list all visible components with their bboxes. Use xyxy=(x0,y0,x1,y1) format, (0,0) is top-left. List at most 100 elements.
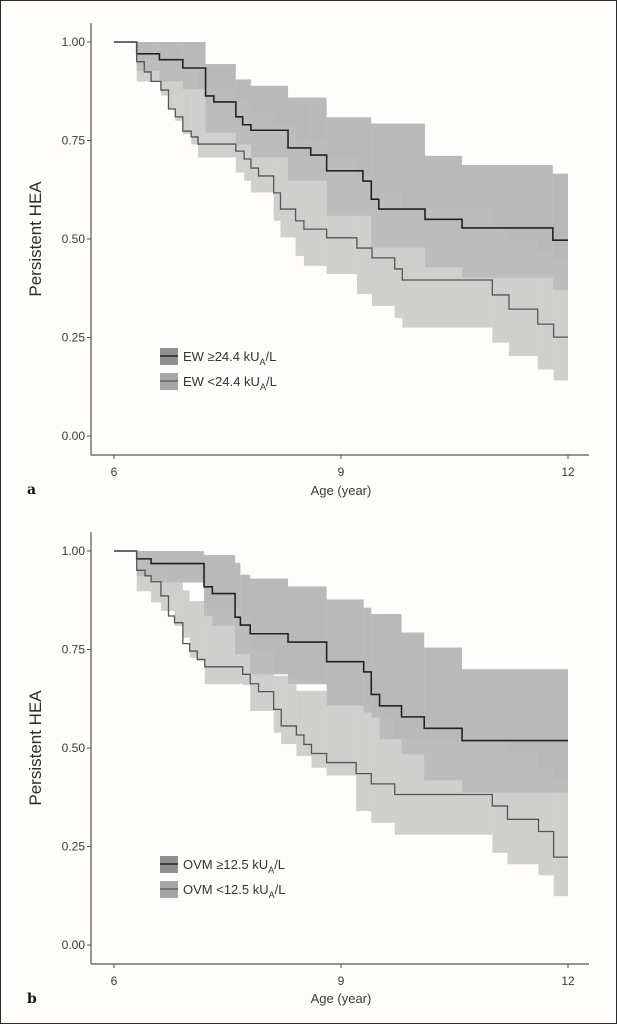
legend-item: EW <24.4 kUA/L xyxy=(160,373,277,392)
ci-band-segment xyxy=(553,779,568,897)
legend-label: OVM ≥12.5 kUA/L xyxy=(183,857,285,875)
ci-band-segment xyxy=(136,558,146,592)
legend-label-suffix: /L xyxy=(274,857,285,872)
legend-label-suffix: /L xyxy=(275,882,286,897)
legend: OVM ≥12.5 kUA/L OVM <12.5 kUA/L xyxy=(160,856,285,900)
ci-band-segment xyxy=(136,53,145,82)
legend: EW ≥24.4 kUA/LEW <24.4 kUA/L xyxy=(160,348,277,392)
ci-band-segment xyxy=(356,175,373,295)
ci-band-segment xyxy=(371,123,379,248)
ci-band-segment xyxy=(191,69,198,145)
panel-b: 0.00 0.25 0.50 0.75 1.00 6 9 12 Age (year) Persis… xyxy=(26,532,589,1007)
ci-band-segment xyxy=(144,53,152,82)
ci-band-segment xyxy=(145,558,152,592)
ci-band-segment xyxy=(288,586,327,685)
legend-label: OVM <12.5 kUA/L xyxy=(183,882,285,900)
ci-band-segment xyxy=(273,675,282,733)
ci-band-segment xyxy=(311,690,327,768)
ci-band-segment xyxy=(492,227,509,343)
ci-band-segment xyxy=(168,61,176,109)
y-tick-label: 0.50 xyxy=(62,232,86,246)
ci-band-segment xyxy=(174,580,183,626)
ci-band-segment xyxy=(235,101,245,173)
ci-band-segment xyxy=(281,675,297,745)
survival-curve-low xyxy=(114,550,568,858)
y-tick-label: 0.75 xyxy=(62,643,86,657)
ci-band-segment xyxy=(326,156,357,275)
ci-band-segment xyxy=(538,767,554,876)
y-tick-label: 0.00 xyxy=(62,429,86,443)
ci-band-segment xyxy=(326,705,357,776)
x-tick-label: 12 xyxy=(561,974,575,988)
x-axis-title: Age (year) xyxy=(311,483,372,498)
x-tick-label: 6 xyxy=(111,465,118,479)
legend-label-suffix: /L xyxy=(266,374,277,389)
ci-band-segment xyxy=(168,580,175,611)
ci-band-segment xyxy=(394,191,403,318)
legend-label-main: OVM <12.5 kU xyxy=(183,882,269,897)
legend-label: EW <24.4 kUA/L xyxy=(183,374,277,392)
ci-band-segment xyxy=(242,617,251,685)
ci-band-segment xyxy=(175,61,183,121)
x-tick-label: 9 xyxy=(338,465,345,479)
survival-curve-high xyxy=(114,550,568,742)
ci-band-segment xyxy=(151,53,161,82)
ci-band-segment xyxy=(160,61,169,96)
ci-band-segment xyxy=(295,140,304,256)
legend-label-suffix: /L xyxy=(266,349,277,364)
ci-band-segment xyxy=(197,601,205,662)
y-tick-label: 0.25 xyxy=(62,331,86,345)
y-axis-title: Persistent HEA xyxy=(26,690,45,806)
ci-band-segment xyxy=(240,574,251,655)
ci-band-segment xyxy=(258,649,274,711)
panel-letter: a xyxy=(27,482,36,498)
legend-label-main: EW ≥24.4 kU xyxy=(183,349,260,364)
ci-band-segment xyxy=(356,705,372,812)
y-tick-label: 0.00 xyxy=(62,938,86,952)
legend-label-sub: A xyxy=(260,357,266,367)
ci-band-segment xyxy=(371,716,395,823)
ci-band-segment xyxy=(151,566,161,603)
ci-band-segment xyxy=(363,607,372,713)
ci-band-segment xyxy=(537,250,554,370)
x-tick-label: 6 xyxy=(111,974,118,988)
panel-a: 0.00 0.25 0.50 0.75 1.00 6 9 12 Age (year) Persis… xyxy=(26,23,589,498)
ci-band-segment xyxy=(182,69,192,135)
ci-band-segment xyxy=(371,614,380,718)
ci-band-segment xyxy=(296,690,304,756)
ci-band-segment xyxy=(273,124,281,221)
confidence-bands xyxy=(136,42,568,381)
ci-band-segment xyxy=(250,649,259,711)
ci-band-segment xyxy=(508,239,538,357)
ci-band-segment xyxy=(303,140,327,266)
legend-item: EW ≥24.4 kUA/L xyxy=(160,348,276,367)
y-tick-label: 0.50 xyxy=(62,741,86,755)
x-tick-label: 9 xyxy=(338,974,345,988)
ci-band-segment xyxy=(182,590,190,638)
ci-band-segment xyxy=(204,554,213,617)
ci-band-segment xyxy=(204,607,243,685)
ci-band-segment xyxy=(401,632,425,755)
ci-band-segment xyxy=(244,101,251,181)
ci-band-segment xyxy=(394,739,493,835)
ci-band-segment xyxy=(372,191,395,306)
panel-letter: b xyxy=(27,991,37,1007)
y-tick-label: 1.00 xyxy=(62,35,86,49)
ci-band-segment xyxy=(379,614,402,740)
ci-band-segment xyxy=(507,751,539,865)
ci-band-segment xyxy=(553,258,568,381)
ci-band-segment xyxy=(258,112,274,193)
x-tick-label: 12 xyxy=(561,465,575,479)
ci-band-segment xyxy=(189,601,198,658)
ci-band-segment xyxy=(402,207,493,328)
legend-label: EW ≥24.4 kUA/L xyxy=(183,349,276,367)
ci-band-segment xyxy=(303,690,312,756)
ci-band-segment xyxy=(160,566,169,611)
x-axis-title: Age (year) xyxy=(311,991,372,1006)
ci-band-segment xyxy=(197,89,236,158)
survival-curve-low xyxy=(114,41,568,338)
y-tick-label: 0.25 xyxy=(62,840,86,854)
legend-label-main: OVM ≥12.5 kU xyxy=(183,857,268,872)
legend-item: OVM <12.5 kUA/L xyxy=(160,881,285,900)
